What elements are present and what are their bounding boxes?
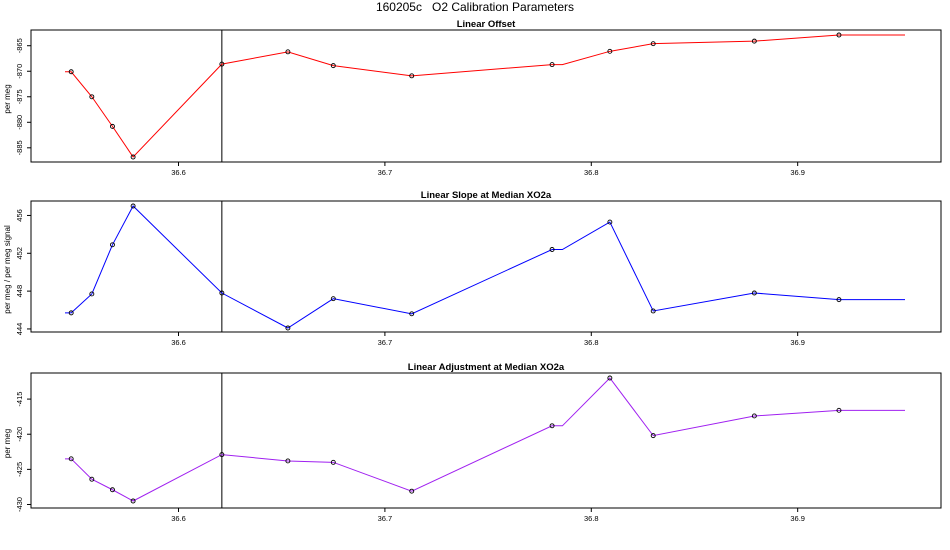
x-tick-label: 36.6 <box>171 168 186 177</box>
y-axis-label: per meg / per meg signal <box>3 225 12 314</box>
data-point <box>751 413 757 419</box>
panel-title: Linear Offset <box>457 19 516 30</box>
data-point <box>751 38 757 44</box>
data-point <box>219 61 225 67</box>
chart-slope: Linear Slope at Median XO2a per meg / per… <box>3 190 942 347</box>
data-point <box>409 73 415 79</box>
data-point <box>330 296 336 302</box>
data-point <box>650 308 656 314</box>
x-tick-label: 36.9 <box>790 168 805 177</box>
data-point <box>751 290 757 296</box>
data-point <box>285 49 291 55</box>
y-tick-label: -870 <box>15 64 24 79</box>
y-tick-label: -885 <box>15 140 24 155</box>
data-point <box>130 203 136 209</box>
data-point <box>607 375 613 381</box>
panel-title: Linear Adjustment at Median XO2a <box>408 362 565 373</box>
figure-title: 160205c O2 Calibration Parameters <box>375 0 575 14</box>
y-tick-label: -415 <box>15 392 24 407</box>
data-point <box>330 63 336 69</box>
data-point <box>650 433 656 439</box>
data-point <box>650 41 656 47</box>
x-tick-label: 36.9 <box>790 338 805 347</box>
y-tick-label: -425 <box>15 462 24 477</box>
data-point <box>607 219 613 225</box>
y-axis-label: per meg <box>3 429 12 458</box>
data-point <box>549 423 555 429</box>
data-point <box>68 310 74 316</box>
data-point <box>836 32 842 38</box>
plot-frame <box>30 200 942 333</box>
y-tick-label: 444 <box>15 323 24 336</box>
series-line <box>65 34 905 158</box>
data-point <box>89 476 95 482</box>
y-tick-label: 448 <box>15 285 24 298</box>
chart-offset: Linear Offset per meg 36.6 36.7 36.8 36.9 -865… <box>3 19 942 177</box>
data-point <box>409 488 415 494</box>
panel-title: Linear Slope at Median XO2a <box>421 190 552 201</box>
data-point <box>549 247 555 252</box>
x-tick-label: 36.7 <box>378 514 393 523</box>
x-tick-label: 36.7 <box>378 168 393 177</box>
y-tick-label: 456 <box>15 209 24 222</box>
x-tick-label: 36.6 <box>171 338 186 347</box>
plot-frame <box>30 29 942 163</box>
chart-adjustment: Linear Adjustment at Median XO2a per meg 3… <box>3 362 942 523</box>
data-point <box>130 498 136 504</box>
x-tick-label: 36.9 <box>790 514 805 523</box>
data-point <box>409 311 415 317</box>
data-point <box>285 325 291 331</box>
x-tick-label: 36.8 <box>584 338 599 347</box>
data-point <box>836 297 842 303</box>
data-point <box>68 456 74 462</box>
data-point <box>110 123 115 129</box>
x-tick-label: 36.7 <box>378 338 393 347</box>
y-tick-label: -880 <box>15 115 24 130</box>
data-point <box>110 242 115 248</box>
data-point <box>330 459 336 465</box>
x-tick-label: 36.8 <box>584 168 599 177</box>
data-point <box>130 154 136 160</box>
data-point <box>68 69 74 75</box>
y-tick-label: -430 <box>15 497 24 512</box>
y-tick-label: 452 <box>15 247 24 260</box>
data-point <box>89 291 95 297</box>
data-point <box>219 452 225 458</box>
data-point <box>110 487 115 493</box>
data-point <box>549 62 555 68</box>
data-point <box>89 94 95 100</box>
y-tick-label: -420 <box>15 427 24 442</box>
data-point <box>836 407 842 413</box>
data-point <box>219 290 225 296</box>
data-point <box>607 48 613 54</box>
plot-frame <box>30 372 942 509</box>
series-line <box>65 205 905 329</box>
x-tick-label: 36.6 <box>171 514 186 523</box>
data-point <box>285 458 291 464</box>
x-tick-label: 36.8 <box>584 514 599 523</box>
y-tick-label: -865 <box>15 38 24 53</box>
y-axis-label: per meg <box>3 84 12 113</box>
series-line <box>65 377 905 502</box>
y-tick-label: -875 <box>15 89 24 104</box>
